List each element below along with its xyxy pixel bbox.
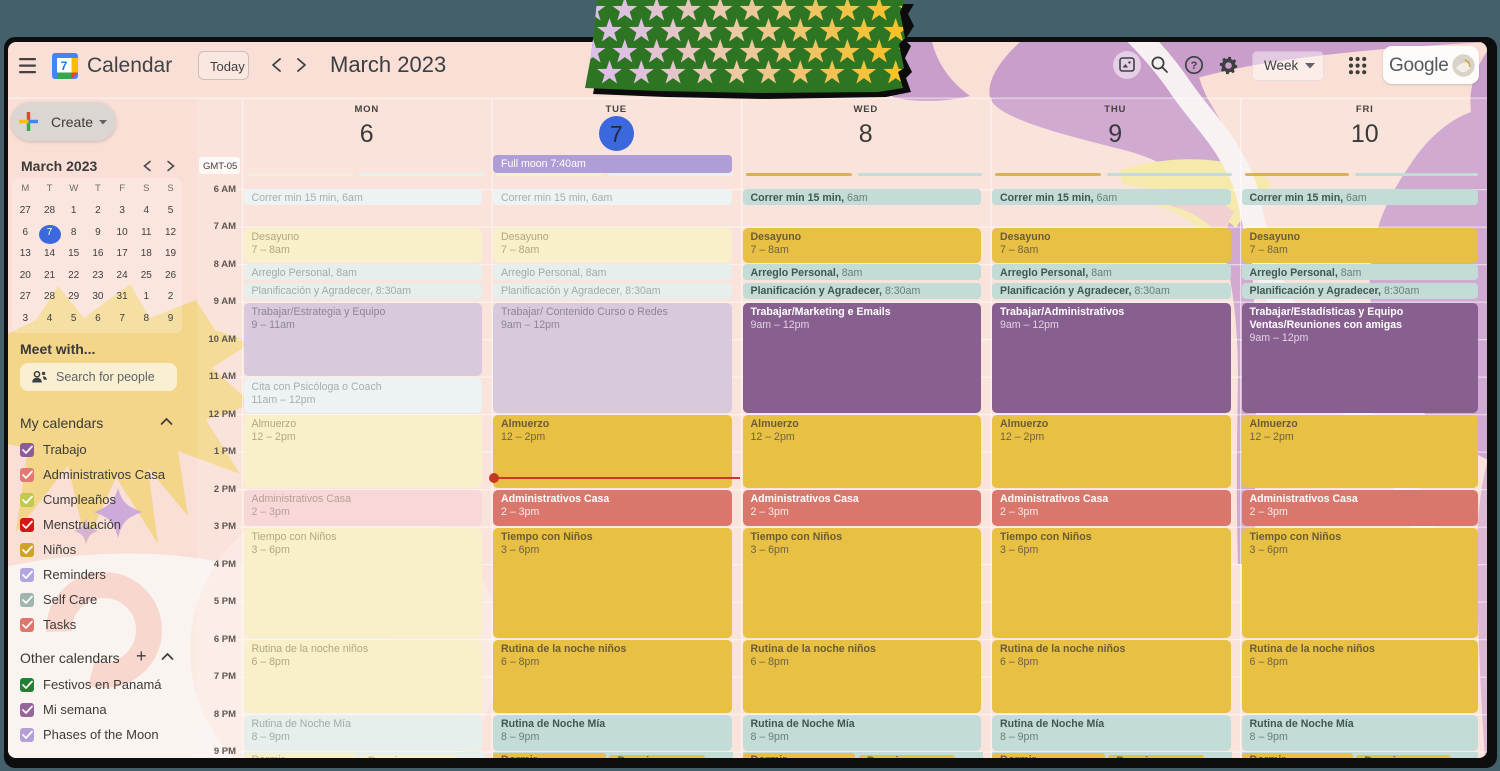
svg-text:?: ?: [1191, 60, 1198, 72]
svg-text:7: 7: [61, 59, 68, 73]
